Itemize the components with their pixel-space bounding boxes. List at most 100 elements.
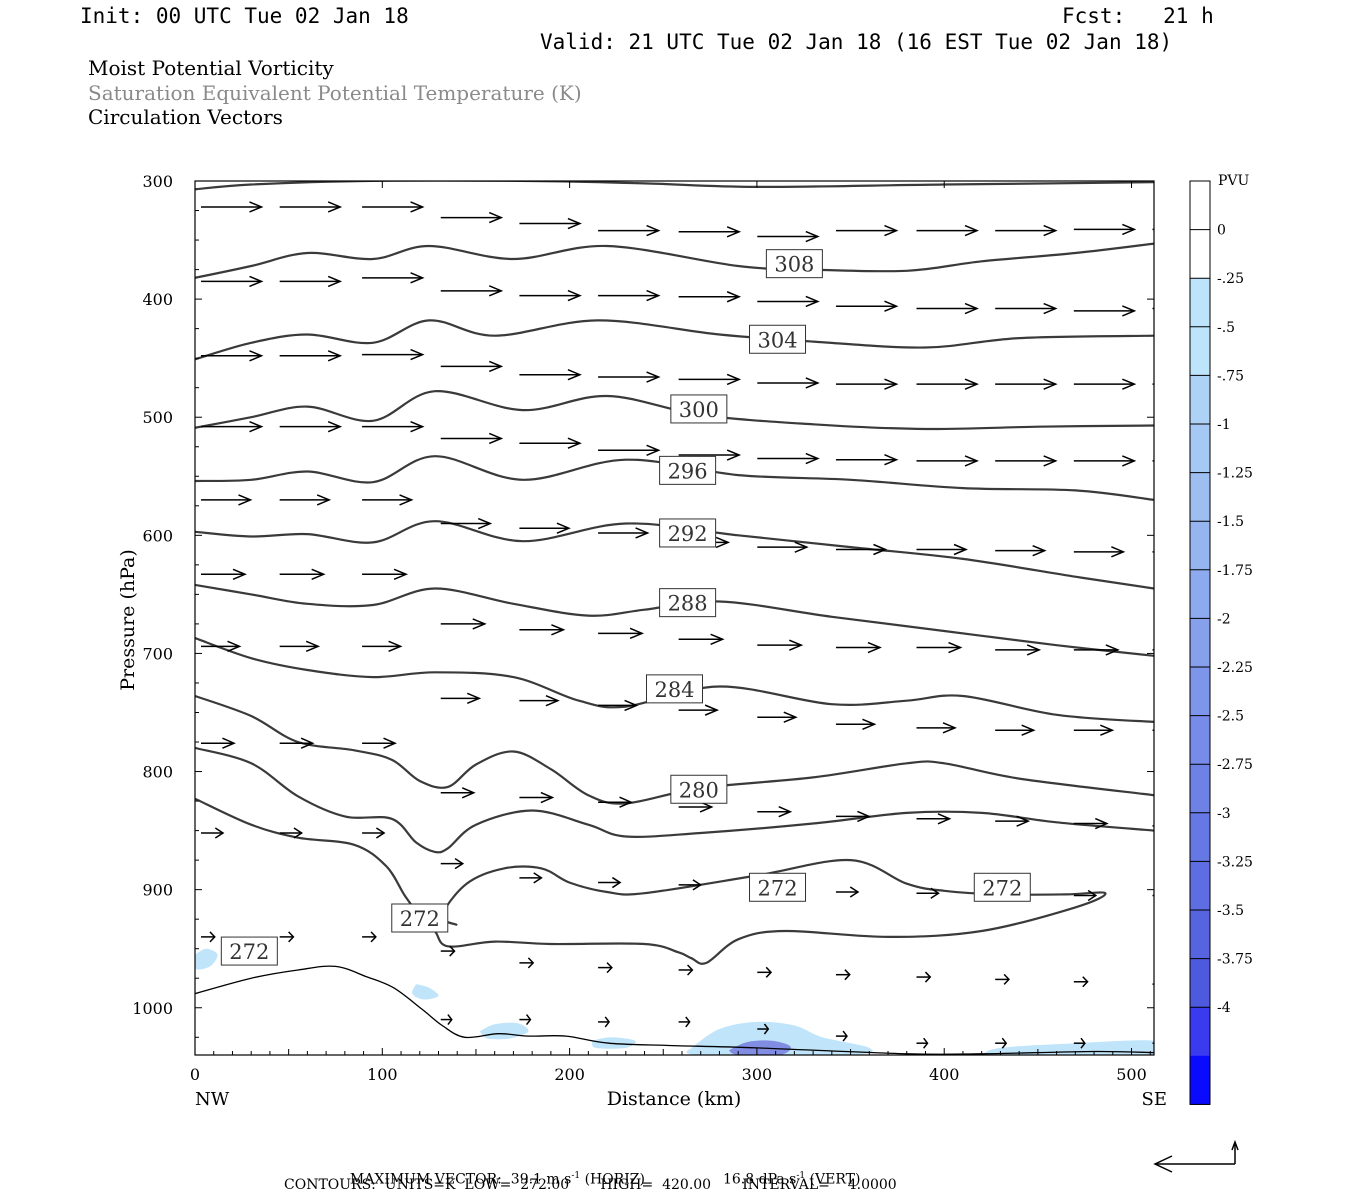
- circulation-vector: [440, 618, 487, 630]
- circulation-vector: [1073, 976, 1089, 988]
- circulation-vector: [1073, 223, 1137, 236]
- circulation-vector: [678, 1016, 691, 1028]
- vector-arrowhead: [726, 291, 742, 303]
- circulation-vector: [835, 886, 860, 898]
- circulation-vector: [440, 945, 456, 957]
- colorbar-tick-label: -1.25: [1217, 466, 1253, 482]
- circulation-vector: [362, 568, 409, 580]
- vector-arrowhead: [227, 640, 242, 653]
- circulation-vector: [835, 810, 871, 823]
- max-vert-exponent: -1: [796, 1171, 806, 1181]
- vector-arrowhead: [842, 1030, 848, 1042]
- theta-es-contour: [195, 520, 1154, 590]
- vector-arrowhead: [567, 217, 582, 230]
- circulation-vector: [440, 360, 504, 373]
- vector-arrowhead: [726, 373, 742, 386]
- circulation-vector: [519, 872, 543, 884]
- vector-arrowhead: [646, 289, 661, 302]
- circulation-vector: [995, 724, 1036, 736]
- max-vector-label: MAXIMUM VECTOR:: [349, 1171, 502, 1188]
- colorbar-tick-label: -4: [1217, 1000, 1231, 1016]
- circulation-vector: [678, 633, 725, 645]
- circulation-vector: [757, 711, 798, 723]
- vector-arrowhead: [567, 289, 582, 302]
- plot-frame: [194, 180, 1155, 1056]
- colorbar-tick-label: -1: [1217, 417, 1231, 433]
- circulation-vector: [519, 437, 582, 449]
- contour-label: 272: [973, 872, 1031, 902]
- vector-arrowhead: [383, 737, 397, 749]
- vector-arrowhead: [685, 1016, 691, 1028]
- contour-label-text: 304: [757, 328, 797, 352]
- contour-label-text: 280: [679, 778, 719, 802]
- contour-label-box: [646, 674, 703, 704]
- circulation-vector: [519, 522, 571, 534]
- vector-arrowhead: [964, 224, 979, 237]
- vector-arrowhead: [249, 201, 264, 213]
- circulation-vector: [757, 639, 804, 651]
- max-horiz-unit: m s: [541, 1171, 572, 1188]
- circulation-vector: [440, 858, 465, 870]
- pv-shading-region: [195, 948, 218, 970]
- circulation-vector: [201, 275, 264, 288]
- contour-label-text: 272: [757, 876, 797, 900]
- vector-arrowhead: [606, 962, 613, 974]
- colorbar-tick-label: -2.5: [1217, 709, 1244, 725]
- circulation-vector: [835, 378, 899, 390]
- circulation-vector: [440, 1014, 453, 1026]
- theta-es-contour: [195, 319, 1154, 361]
- vector-arrowhead: [454, 858, 465, 870]
- circulation-vector: [201, 737, 236, 749]
- contour-label-text: 288: [668, 592, 708, 616]
- colorbar-swatch: [1190, 375, 1210, 425]
- x-tick-label: 400: [929, 1065, 960, 1084]
- circulation-vector: [201, 494, 253, 506]
- colorbar-tick-label: 0: [1217, 223, 1226, 239]
- contour-label-text: 292: [668, 522, 708, 546]
- contour-label: 280: [670, 774, 728, 804]
- circulation-vector: [757, 295, 820, 308]
- circulation-vector: [1073, 305, 1137, 317]
- theta-es-contour: [195, 390, 1154, 431]
- vector-arrowhead: [209, 931, 216, 943]
- vector-arrowhead: [873, 543, 888, 556]
- circulation-vector: [519, 289, 582, 302]
- vector-arrowhead: [624, 699, 639, 712]
- vector-arrowhead: [466, 692, 482, 705]
- colorbar-swatch: [1190, 278, 1210, 328]
- vector-arrowhead: [1003, 973, 1010, 985]
- circulation-vector: [362, 420, 425, 433]
- vector-arrowhead: [862, 718, 877, 730]
- circulation-vector: [1073, 889, 1098, 902]
- vector-arrowhead: [327, 350, 343, 362]
- theta-es-contour: [195, 694, 1154, 805]
- vector-arrowhead: [551, 624, 566, 636]
- forecast-hour: Fcst: 21 h: [1062, 4, 1214, 28]
- vector-arrowhead: [1087, 889, 1098, 902]
- circulation-vector: [598, 224, 661, 237]
- contour-label-text: 272: [982, 876, 1022, 900]
- vector-arrowhead: [545, 694, 560, 707]
- contour-label: 300: [670, 394, 728, 424]
- field-title-mpv: Moist Potential Vorticity: [88, 56, 334, 80]
- theta-es-contour: [195, 455, 1154, 501]
- vector-arrowhead: [1032, 544, 1047, 557]
- circulation-vector: [201, 827, 225, 839]
- circulation-vector: [519, 217, 582, 230]
- contour-label-text: 300: [679, 398, 719, 422]
- circulation-vector: [362, 931, 377, 943]
- circulation-vector: [1073, 724, 1115, 736]
- vector-arrowhead: [964, 455, 979, 467]
- vector-arrowhead: [477, 517, 493, 530]
- max-vert-unit: dPa s: [754, 1171, 797, 1188]
- vector-arrowhead: [805, 295, 820, 308]
- vector-arrowhead: [249, 420, 264, 433]
- circulation-vector: [995, 378, 1058, 390]
- circulation-vector: [1073, 378, 1137, 390]
- circulation-vector: [757, 806, 793, 818]
- colorbar-swatch: [1190, 181, 1210, 231]
- circulation-vector: [757, 966, 773, 978]
- max-vert-value: 16.8: [722, 1171, 755, 1188]
- field-title-theta-es: Saturation Equivalent Potential Temperat…: [88, 81, 582, 105]
- circulation-vector: [757, 452, 820, 465]
